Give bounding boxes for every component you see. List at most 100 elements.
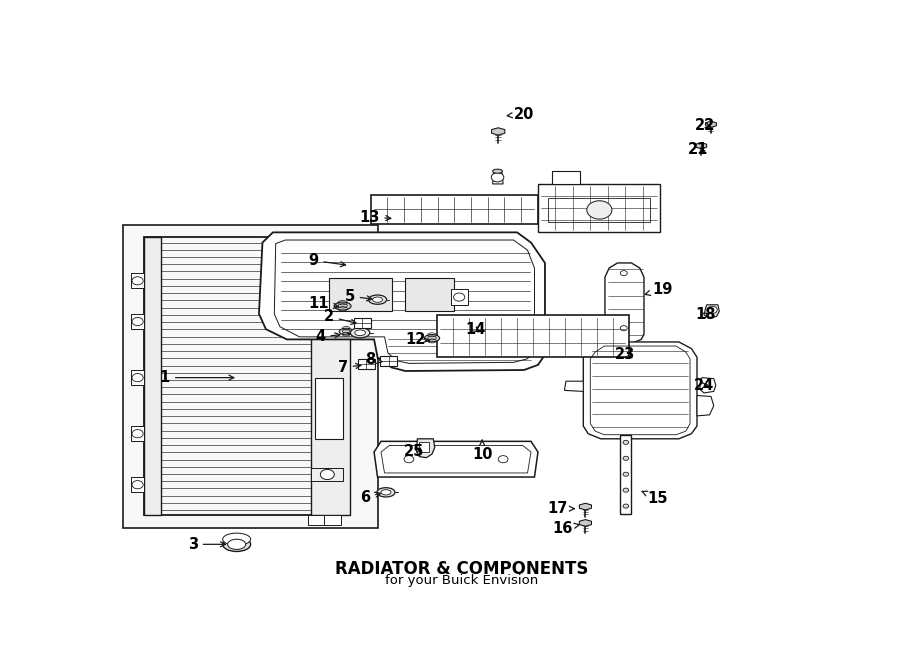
Ellipse shape [373,297,382,303]
Text: 21: 21 [688,142,708,158]
Text: 14: 14 [465,322,485,337]
Ellipse shape [381,490,391,495]
Ellipse shape [320,469,334,479]
Polygon shape [706,121,716,127]
Polygon shape [492,170,503,184]
Polygon shape [580,520,591,526]
Text: 2: 2 [324,309,356,324]
Polygon shape [131,426,144,442]
Text: 3: 3 [188,537,226,552]
Bar [144,238,349,515]
Ellipse shape [132,430,143,438]
Ellipse shape [491,173,504,182]
Polygon shape [311,469,343,481]
Ellipse shape [377,488,395,497]
Polygon shape [381,355,397,366]
Text: 1: 1 [159,370,234,385]
Ellipse shape [620,271,627,275]
Text: 16: 16 [553,520,580,536]
Polygon shape [311,265,343,277]
Polygon shape [308,515,325,526]
Text: 10: 10 [472,440,492,461]
Ellipse shape [132,481,143,489]
Polygon shape [696,143,706,149]
Polygon shape [131,477,144,493]
Polygon shape [131,314,144,329]
Ellipse shape [132,277,143,285]
Polygon shape [324,515,340,526]
Ellipse shape [707,307,717,313]
Bar [315,377,343,439]
Text: 24: 24 [694,378,714,393]
Polygon shape [131,370,144,385]
Polygon shape [123,224,378,528]
Bar [328,278,392,311]
Ellipse shape [587,201,612,219]
Bar [311,238,349,515]
Text: RADIATOR & COMPONENTS: RADIATOR & COMPONENTS [335,560,588,578]
Text: 5: 5 [345,289,372,304]
Text: 22: 22 [695,118,716,133]
Ellipse shape [334,302,351,310]
Ellipse shape [623,472,628,476]
Text: 18: 18 [695,307,716,322]
Text: 19: 19 [645,282,672,297]
Text: 11: 11 [308,296,338,311]
Bar [144,238,161,515]
Bar [371,195,538,224]
Text: 13: 13 [359,210,391,224]
Polygon shape [605,263,644,344]
Ellipse shape [355,330,365,336]
Polygon shape [697,395,714,416]
Text: for your Buick Envision: for your Buick Envision [384,573,538,587]
Ellipse shape [623,440,628,444]
Ellipse shape [620,326,627,331]
Bar [419,442,429,451]
Ellipse shape [499,455,508,463]
Text: 23: 23 [615,347,635,362]
Ellipse shape [350,328,370,338]
Polygon shape [374,442,538,477]
Text: 9: 9 [309,253,346,268]
Text: 6: 6 [360,490,381,505]
Ellipse shape [623,456,628,460]
Text: 4: 4 [315,330,340,344]
Ellipse shape [320,316,334,326]
Ellipse shape [623,504,628,508]
Text: 12: 12 [406,332,429,347]
Polygon shape [131,273,144,289]
Ellipse shape [339,328,353,335]
Ellipse shape [492,169,502,173]
Polygon shape [552,171,580,184]
Ellipse shape [368,295,387,305]
Text: 15: 15 [642,491,668,506]
Ellipse shape [454,293,464,301]
Polygon shape [259,232,545,371]
Ellipse shape [222,533,250,545]
Polygon shape [354,318,371,328]
Ellipse shape [623,488,628,493]
Ellipse shape [404,455,414,463]
Polygon shape [583,342,697,439]
Text: 17: 17 [547,501,574,516]
Ellipse shape [320,265,334,275]
Ellipse shape [132,318,143,326]
Ellipse shape [424,334,439,342]
Polygon shape [700,377,716,393]
Polygon shape [704,305,719,318]
Text: 20: 20 [508,107,535,122]
Ellipse shape [228,540,246,549]
Bar [436,316,628,357]
Polygon shape [417,439,435,457]
Bar [405,278,454,311]
Text: 25: 25 [403,444,424,459]
Ellipse shape [222,537,250,551]
Text: 7: 7 [338,360,361,375]
Polygon shape [311,316,343,328]
Polygon shape [580,503,591,510]
Text: 8: 8 [365,352,382,367]
Ellipse shape [132,373,143,382]
Bar [451,289,468,305]
Polygon shape [358,359,374,369]
Bar [538,184,660,232]
